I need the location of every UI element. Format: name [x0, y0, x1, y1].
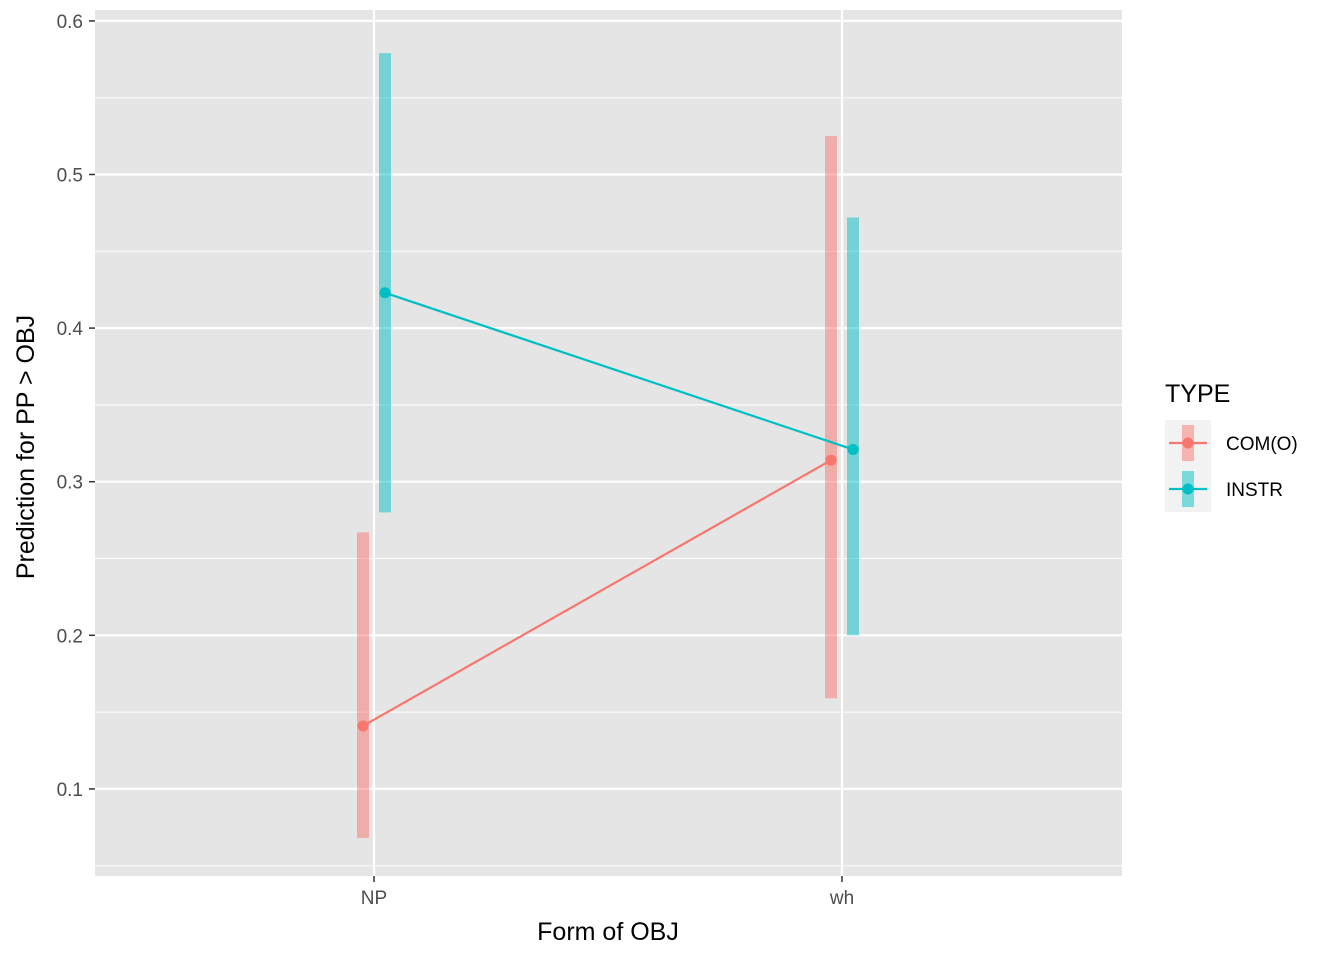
legend-item: COM(O): [1165, 420, 1298, 466]
legend-key-point: [1182, 437, 1194, 449]
data-points: [357, 287, 859, 732]
error-bar: [379, 53, 391, 513]
data-point: [847, 443, 859, 455]
y-tick-label: 0.6: [57, 12, 83, 33]
y-tick-label: 0.3: [57, 473, 83, 494]
legend-items: COM(O) INSTR: [1165, 420, 1298, 512]
series-line: [384, 291, 854, 451]
series-lines: [362, 291, 854, 727]
y-axis-title: Prediction for PP > OBJ: [12, 315, 40, 579]
y-tick-label: 0.2: [57, 626, 83, 647]
major-gridlines: [95, 10, 1122, 876]
error-bars: [357, 53, 859, 839]
legend-label: COM(O): [1226, 434, 1298, 455]
x-axis: NP wh: [361, 876, 854, 909]
legend: TYPE COM(O) INSTR: [1165, 380, 1298, 512]
legend-item: INSTR: [1165, 466, 1283, 512]
data-point: [825, 454, 837, 466]
series-line: [362, 459, 832, 727]
x-axis-title: Form of OBJ: [537, 918, 679, 946]
legend-key-point: [1182, 483, 1194, 495]
y-tick-label: 0.1: [57, 780, 83, 801]
error-bar: [357, 532, 369, 839]
legend-label: INSTR: [1226, 480, 1283, 501]
y-tick-label: 0.4: [57, 319, 84, 340]
data-point: [379, 287, 391, 299]
x-tick-label: NP: [361, 888, 387, 909]
plot-panel: [95, 10, 1122, 876]
minor-gridlines: [95, 97, 1122, 867]
y-axis: 0.1 0.2 0.3 0.4 0.5 0.6: [57, 12, 95, 801]
x-tick-label: wh: [829, 888, 854, 909]
legend-title: TYPE: [1165, 380, 1230, 408]
y-tick-label: 0.5: [57, 166, 83, 187]
data-point: [357, 720, 369, 732]
error-bar: [825, 136, 837, 699]
error-bar: [847, 217, 859, 636]
